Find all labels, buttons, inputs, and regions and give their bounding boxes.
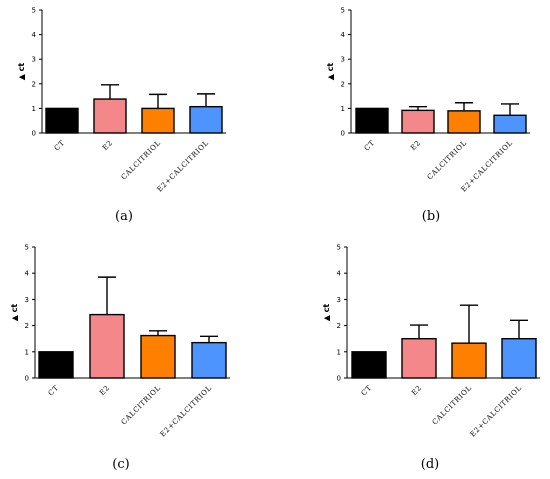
y-tick-label: 4 (32, 31, 37, 39)
panel-label: (b) (422, 209, 440, 224)
y-tick-label: 3 (32, 56, 36, 64)
category-label: CALCITRIOL (120, 139, 163, 182)
y-tick-label: 0 (337, 375, 341, 383)
y-tick-label: 0 (32, 130, 36, 138)
y-tick-label: 4 (341, 31, 346, 39)
y-tick-label: 0 (341, 130, 345, 138)
y-tick-label: 2 (341, 80, 345, 88)
y-tick-label: 4 (337, 270, 342, 278)
category-label: E2+CALCITRIOL (469, 384, 524, 439)
y-tick-label: 5 (32, 7, 36, 15)
y-tick-label: 3 (337, 296, 341, 304)
category-label: E2 (409, 139, 422, 152)
y-tick-label: 1 (337, 348, 341, 356)
y-tick-label: 4 (25, 270, 30, 278)
category-label: E2 (98, 384, 111, 397)
bar (401, 338, 437, 379)
y-tick-label: 3 (25, 296, 29, 304)
bar (38, 351, 74, 379)
y-axis-label: ▲ ct (17, 63, 26, 81)
category-label: CT (53, 139, 67, 153)
category-label: E2+CALCITRIOL (159, 384, 214, 439)
bar (89, 313, 125, 379)
category-label: E2 (101, 139, 114, 152)
bar (501, 338, 537, 379)
bar (493, 114, 527, 134)
bar (189, 105, 223, 134)
bar (141, 107, 175, 134)
y-tick-label: 0 (25, 375, 29, 383)
bar (351, 351, 387, 379)
y-tick-label: 5 (341, 7, 345, 15)
bar (140, 334, 176, 379)
category-label: CALCITRIOL (120, 384, 163, 427)
bar (355, 107, 389, 134)
bar (447, 110, 481, 134)
panel-label: (c) (112, 457, 129, 472)
category-label: CT (360, 384, 374, 398)
bar (45, 107, 79, 134)
category-label: CT (47, 384, 61, 398)
bar (451, 342, 487, 379)
y-tick-label: 2 (25, 322, 29, 330)
bar (93, 98, 127, 134)
panel-label: (a) (115, 209, 133, 224)
category-label: E2 (410, 384, 423, 397)
bar (401, 109, 435, 134)
y-tick-label: 5 (337, 244, 341, 252)
y-axis-label: ▲ ct (10, 304, 19, 322)
y-tick-label: 2 (337, 322, 341, 330)
y-tick-label: 2 (32, 80, 36, 88)
y-tick-label: 5 (25, 244, 29, 252)
category-label: CALCITRIOL (431, 384, 474, 427)
bar (191, 341, 227, 379)
category-label: E2+CALCITRIOL (460, 139, 515, 194)
y-axis-label: ▲ ct (322, 304, 331, 322)
category-label: CALCITRIOL (426, 139, 469, 182)
y-axis-label: ▲ ct (326, 63, 335, 81)
category-label: E2+CALCITRIOL (156, 139, 211, 194)
y-tick-label: 1 (341, 105, 345, 113)
y-tick-label: 3 (341, 56, 345, 64)
y-tick-label: 1 (25, 348, 29, 356)
category-label: CT (363, 139, 377, 153)
y-tick-label: 1 (32, 105, 36, 113)
panel-label: (d) (421, 457, 439, 472)
